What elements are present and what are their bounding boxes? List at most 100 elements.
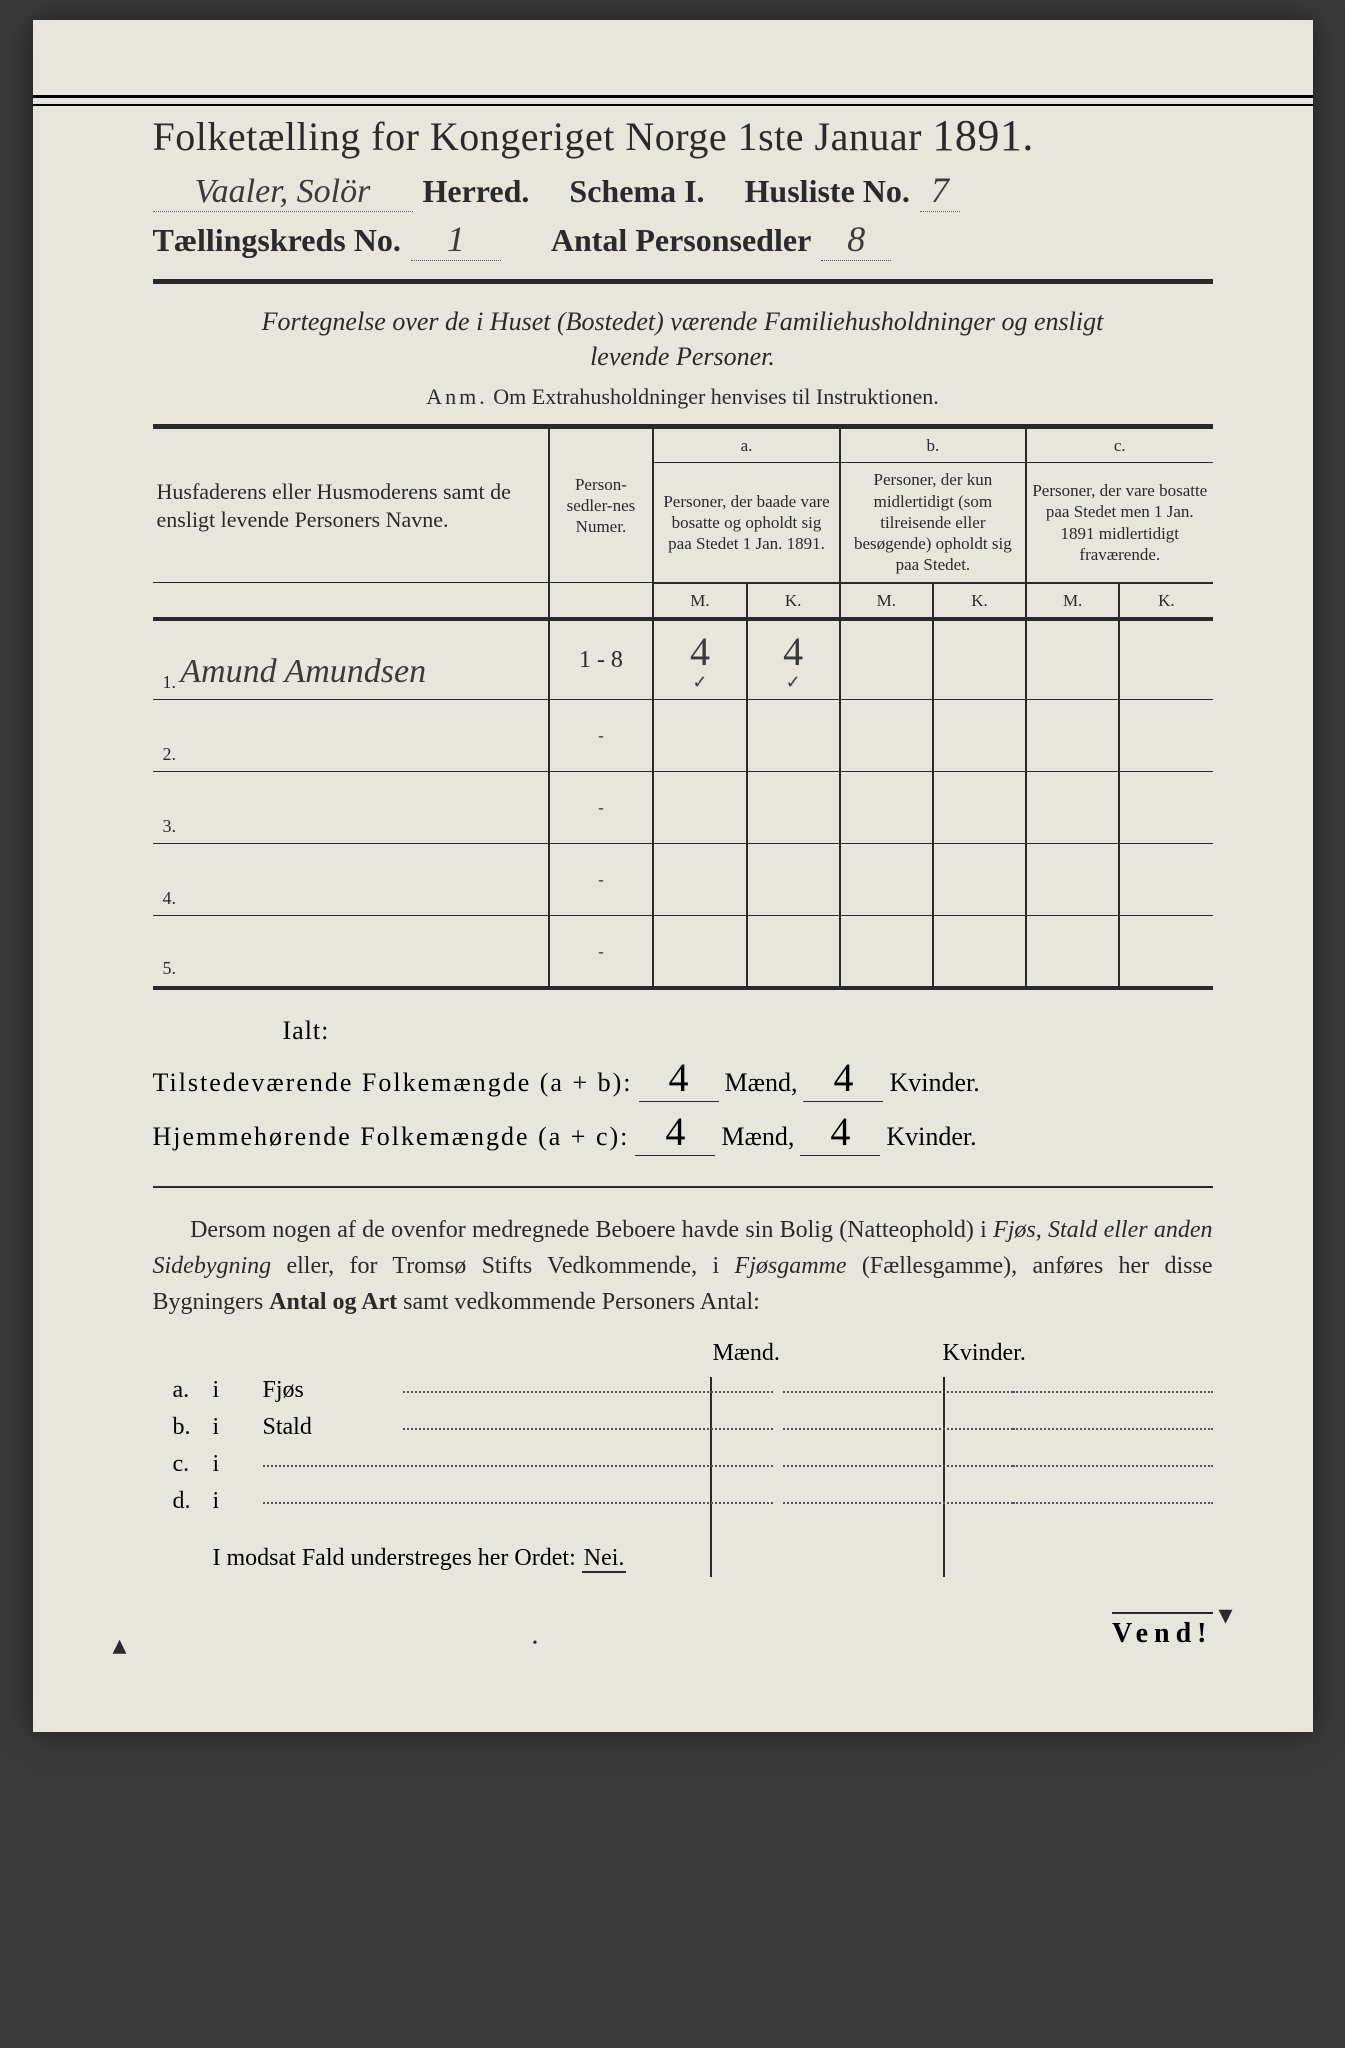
dotted-line xyxy=(403,1391,773,1393)
th-name: Husfaderens eller Husmoderens samt de en… xyxy=(153,427,549,583)
cell-name: 2. xyxy=(153,700,549,772)
cell xyxy=(1026,916,1119,988)
cell-psn: - xyxy=(549,844,654,916)
building-row: a. i Fjøs xyxy=(153,1377,1213,1404)
th-a: Personer, der baade vare bosatte og opho… xyxy=(653,463,839,583)
th-m: M. xyxy=(653,583,746,619)
dotted-line xyxy=(263,1502,773,1504)
summary-kvinder-val: 4 xyxy=(803,1054,883,1102)
sedler-label: Antal Personsedler xyxy=(551,222,811,259)
cell xyxy=(747,844,840,916)
cell xyxy=(840,700,933,772)
summary-maend-val: 4 xyxy=(639,1054,719,1102)
dotted-line xyxy=(263,1465,773,1467)
kreds-label: Tællingskreds No. xyxy=(153,222,401,259)
cell xyxy=(1026,700,1119,772)
cell-b-k xyxy=(933,619,1026,700)
summary-label: Tilstedeværende Folkemængde (a + b): xyxy=(153,1068,633,1098)
cell-name: 4. xyxy=(153,844,549,916)
maend-label: Mænd, xyxy=(721,1122,794,1152)
tick-mark: ✓ xyxy=(752,671,835,694)
kreds-value: 1 xyxy=(411,218,501,261)
bld-kvinder xyxy=(1013,1465,1213,1467)
cell-c-k xyxy=(1119,619,1212,700)
person-name: Amund Amundsen xyxy=(180,653,426,690)
column-divider xyxy=(943,1377,945,1577)
bld-name: Stald xyxy=(263,1414,403,1441)
bld-kvinder xyxy=(1013,1502,1213,1504)
table-row: 1. Amund Amundsen 1 - 8 4 ✓ 4 ✓ xyxy=(153,619,1213,700)
header-line-2: Vaaler, Solör Herred. Schema I. Husliste… xyxy=(153,169,1213,212)
building-paragraph: Dersom nogen af de ovenfor medregnede Be… xyxy=(153,1212,1213,1320)
cell-name: 3. xyxy=(153,772,549,844)
sedler-value: 8 xyxy=(821,218,891,261)
vend-instruction: Vend! xyxy=(1112,1612,1213,1650)
schema-label: Schema I. xyxy=(569,173,704,210)
kvinder-col: Kvinder. xyxy=(943,1340,1026,1367)
cell xyxy=(653,772,746,844)
row-number: 4. xyxy=(161,888,177,908)
th-b-top: b. xyxy=(840,427,1026,463)
cell-a-m: 4 ✓ xyxy=(653,619,746,700)
maend-col: Mænd. xyxy=(713,1340,943,1367)
main-title: Folketælling for Kongeriget Norge 1ste J… xyxy=(153,110,1213,161)
row-number: 1. xyxy=(161,672,177,692)
th-k: K. xyxy=(1119,583,1212,619)
cell xyxy=(1026,844,1119,916)
th-blank xyxy=(549,583,654,619)
th-b: Personer, der kun midlertidigt (som tilr… xyxy=(840,463,1026,583)
nei-word: Nei. xyxy=(582,1545,627,1573)
th-k: K. xyxy=(747,583,840,619)
bld-letter: c. xyxy=(153,1451,213,1478)
form-subtitle: Fortegnelse over de i Huset (Bostedet) v… xyxy=(153,304,1213,374)
anm-note: Anm. Om Extrahusholdninger henvises til … xyxy=(153,384,1213,410)
column-divider xyxy=(710,1377,712,1577)
th-m: M. xyxy=(1026,583,1119,619)
row-number: 3. xyxy=(161,816,177,836)
ialt-label: Ialt: xyxy=(283,1016,1213,1046)
bld-i: i xyxy=(213,1451,263,1478)
cell xyxy=(1119,916,1212,988)
cell xyxy=(840,844,933,916)
bld-name: Fjøs xyxy=(263,1377,403,1404)
scan-artifact xyxy=(33,95,1313,98)
nei-prefix: I modsat Fald understreges her Ordet: xyxy=(213,1545,576,1571)
cell-psn: - xyxy=(549,772,654,844)
summary-hjemme: Hjemmehørende Folkemængde (a + c): 4 Mæn… xyxy=(153,1108,1213,1156)
cell xyxy=(1119,844,1212,916)
cell xyxy=(933,844,1026,916)
building-list: a. i Fjøs b. i Stald c. i d. i xyxy=(153,1377,1213,1515)
cell xyxy=(1026,772,1119,844)
th-c-top: c. xyxy=(1026,427,1212,463)
building-row: d. i xyxy=(153,1488,1213,1515)
bld-kvinder xyxy=(1013,1428,1213,1430)
th-m: M. xyxy=(840,583,933,619)
bld-maend xyxy=(783,1465,1013,1467)
bld-i: i xyxy=(213,1377,263,1404)
cell xyxy=(840,772,933,844)
cell xyxy=(653,700,746,772)
th-k: K. xyxy=(933,583,1026,619)
bld-kvinder xyxy=(1013,1391,1213,1393)
title-year: 1891. xyxy=(932,111,1034,160)
table-row: 2. - xyxy=(153,700,1213,772)
tick-mark: ✓ xyxy=(658,671,741,694)
kvinder-label: Kvinder. xyxy=(889,1068,979,1098)
cell xyxy=(653,844,746,916)
cell-b-m xyxy=(840,619,933,700)
table-row: 5. - xyxy=(153,916,1213,988)
cell xyxy=(747,916,840,988)
cell xyxy=(933,916,1026,988)
census-table: Husfaderens eller Husmoderens samt de en… xyxy=(153,424,1213,990)
bld-letter: a. xyxy=(153,1377,213,1404)
census-form-page: Folketælling for Kongeriget Norge 1ste J… xyxy=(33,20,1313,1732)
cell-a-k: 4 ✓ xyxy=(747,619,840,700)
ink-mark: ▴ xyxy=(113,1628,127,1662)
ink-mark: ▾ xyxy=(1218,1598,1232,1632)
bld-letter: d. xyxy=(153,1488,213,1515)
cell xyxy=(933,772,1026,844)
th-num: Person-sedler-nes Numer. xyxy=(549,427,654,583)
val: 4 xyxy=(690,629,710,674)
herred-label: Herred. xyxy=(423,173,530,210)
summary-label: Hjemmehørende Folkemængde (a + c): xyxy=(153,1122,630,1152)
